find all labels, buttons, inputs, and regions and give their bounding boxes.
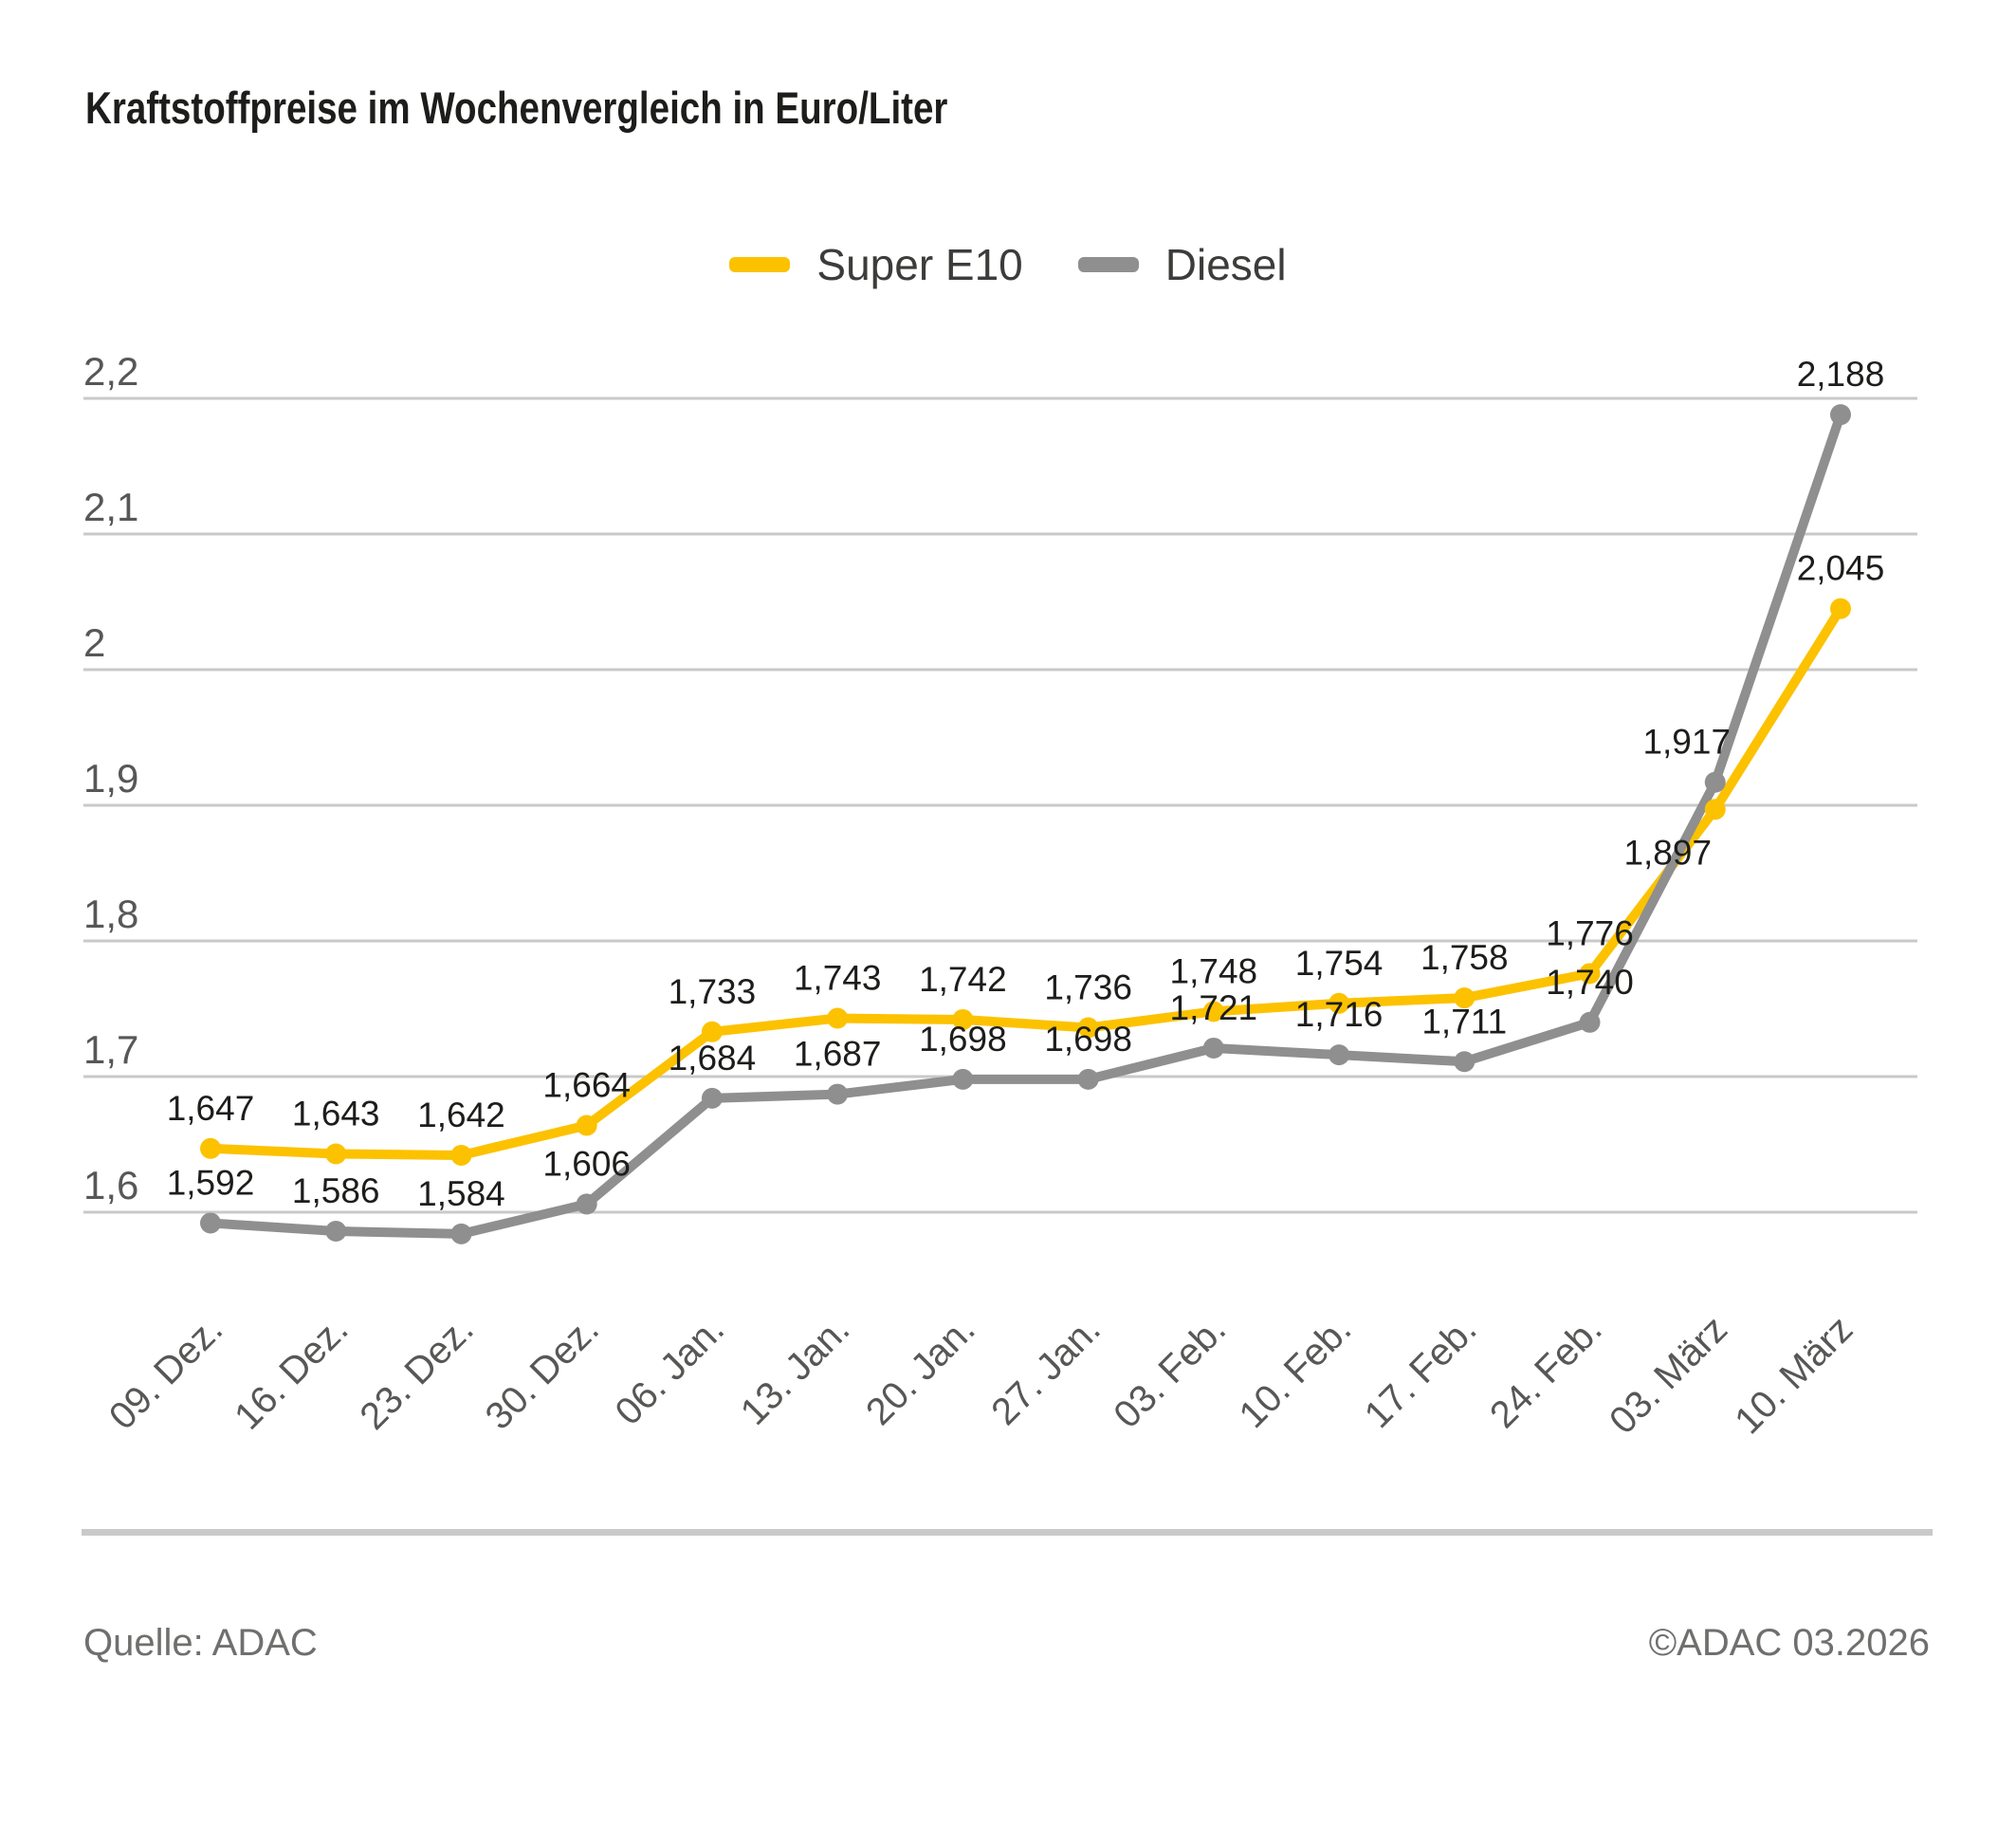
x-tick-label: 23. Dez.: [352, 1308, 481, 1437]
data-point-super-e10: [1077, 1017, 1099, 1039]
data-label-super-e10: 1,733: [669, 972, 757, 1011]
data-label-super-e10: 1,642: [417, 1096, 505, 1134]
legend-item-super-e10: Super E10: [729, 239, 1023, 290]
data-label-super-e10: 1,743: [794, 959, 882, 998]
x-tick-label: 20. Jan.: [858, 1308, 983, 1433]
y-tick-label: 1,7: [83, 1027, 138, 1072]
x-tick-label: 13. Jan.: [733, 1308, 858, 1433]
x-tick-label: 09. Dez.: [101, 1308, 230, 1437]
x-tick-label: 30. Dez.: [478, 1308, 607, 1437]
data-point-diesel: [450, 1223, 472, 1244]
data-point-super-e10: [1579, 963, 1601, 985]
footer-separator: [82, 1529, 1933, 1536]
data-point-super-e10: [1829, 598, 1851, 619]
data-point-diesel: [1077, 1068, 1099, 1090]
y-tick-label: 1,9: [83, 756, 138, 801]
y-tick-label: 2: [83, 620, 105, 665]
legend-swatch-super-e10: [729, 257, 791, 272]
data-point-super-e10: [325, 1143, 347, 1165]
data-point-diesel: [1579, 1011, 1601, 1033]
x-tick-label: 17. Feb.: [1357, 1308, 1485, 1436]
data-label-diesel: 1,698: [1044, 1020, 1132, 1059]
data-label-diesel: 1,586: [292, 1171, 380, 1210]
y-tick-label: 2,1: [83, 485, 138, 529]
data-point-super-e10: [827, 1007, 849, 1029]
legend-label-diesel: Diesel: [1164, 240, 1287, 289]
data-point-super-e10: [1202, 1001, 1224, 1023]
data-point-diesel: [576, 1193, 597, 1215]
data-point-diesel: [827, 1083, 849, 1105]
data-point-super-e10: [1329, 992, 1350, 1014]
data-point-diesel: [1202, 1037, 1224, 1059]
data-point-diesel: [1454, 1051, 1475, 1073]
data-point-super-e10: [450, 1144, 472, 1166]
data-point-diesel: [701, 1087, 723, 1109]
x-tick-label: 03. Feb.: [1106, 1308, 1234, 1436]
data-point-diesel: [200, 1212, 221, 1234]
x-tick-label: 06. Jan.: [608, 1308, 733, 1433]
data-label-diesel: 1,721: [1170, 988, 1258, 1027]
series-line-diesel: [206, 410, 1845, 1239]
x-tick-label: 27. Jan.: [983, 1308, 1109, 1433]
data-label-diesel: 1,584: [417, 1174, 505, 1213]
y-tick-label: 1,6: [83, 1163, 138, 1207]
data-label-diesel: 1,592: [167, 1163, 255, 1202]
data-point-super-e10: [952, 1008, 974, 1030]
legend-swatch-diesel: [1077, 257, 1139, 272]
data-label-diesel: 2,188: [1797, 355, 1885, 394]
data-label-super-e10: 1,664: [542, 1065, 631, 1104]
data-point-diesel: [1829, 404, 1851, 426]
x-tick-label: 10. Feb.: [1232, 1308, 1360, 1436]
data-point-super-e10: [701, 1021, 723, 1042]
y-tick-label: 2,2: [83, 349, 138, 394]
chart-legend: Super E10 Diesel: [0, 239, 2016, 290]
data-point-diesel: [1704, 771, 1726, 793]
data-label-super-e10: 2,045: [1797, 549, 1885, 588]
data-label-diesel: 1,684: [669, 1039, 757, 1078]
source-text: Quelle: ADAC: [83, 1622, 318, 1664]
data-label-diesel: 1,740: [1546, 963, 1634, 1002]
data-label-super-e10: 1,742: [919, 960, 1007, 999]
data-point-super-e10: [576, 1115, 597, 1136]
data-label-super-e10: 1,754: [1295, 944, 1384, 983]
data-point-diesel: [952, 1068, 974, 1090]
data-label-super-e10: 1,647: [167, 1089, 255, 1128]
page-title: Kraftstoffpreise im Wochenvergleich in E…: [85, 83, 948, 133]
data-point-super-e10: [1454, 987, 1475, 1009]
copyright-text: ©ADAC 03.2026: [1648, 1622, 1930, 1664]
data-label-diesel: 1,687: [794, 1035, 882, 1074]
data-label-super-e10: 1,897: [1623, 833, 1712, 872]
data-label-super-e10: 1,758: [1420, 938, 1509, 977]
data-label-diesel: 1,606: [542, 1144, 631, 1183]
data-label-super-e10: 1,736: [1044, 968, 1132, 1007]
data-label-super-e10: 1,776: [1546, 913, 1634, 952]
x-tick-label: 24. Feb.: [1482, 1308, 1610, 1436]
data-point-super-e10: [1704, 799, 1726, 820]
data-label-diesel: 1,711: [1421, 1002, 1507, 1041]
y-tick-label: 1,8: [83, 892, 138, 936]
data-label-super-e10: 1,748: [1170, 951, 1258, 990]
x-tick-label: 03. März: [1602, 1308, 1735, 1442]
x-tick-label: 16. Dez.: [227, 1308, 356, 1437]
data-label-diesel: 1,698: [919, 1020, 1007, 1059]
data-point-diesel: [1329, 1044, 1350, 1066]
data-label-diesel: 1,716: [1295, 995, 1384, 1034]
legend-item-diesel: Diesel: [1077, 239, 1287, 290]
data-point-diesel: [325, 1221, 347, 1243]
x-tick-label: 10. März: [1727, 1308, 1860, 1442]
data-label-diesel: 1,917: [1642, 723, 1731, 762]
data-point-super-e10: [200, 1137, 221, 1159]
series-line-super-e10: [206, 603, 1845, 1160]
data-label-super-e10: 1,643: [292, 1095, 380, 1133]
legend-label-super-e10: Super E10: [816, 240, 1023, 289]
